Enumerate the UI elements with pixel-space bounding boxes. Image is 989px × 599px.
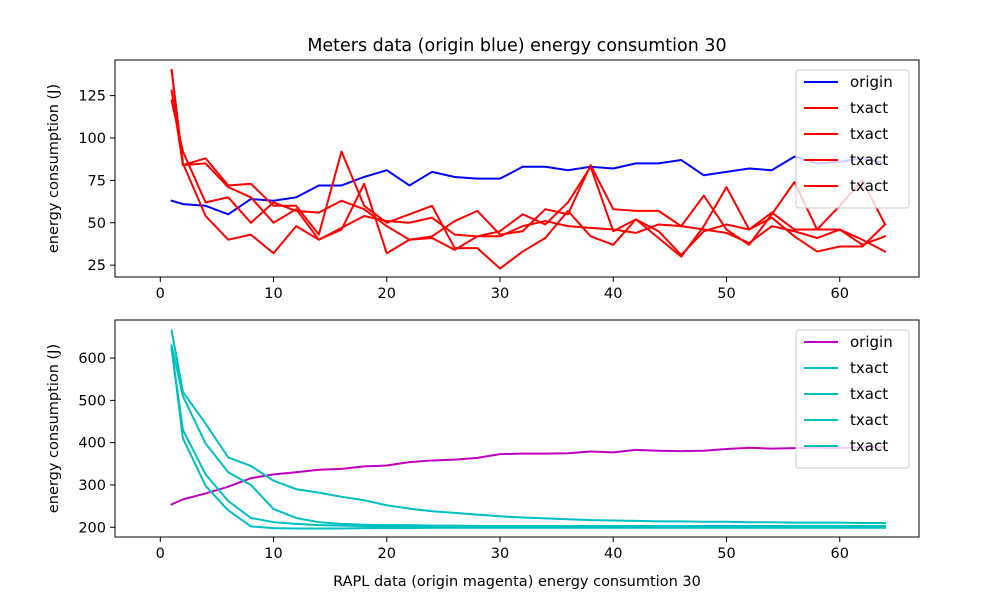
x-tick-label: 0 bbox=[156, 546, 165, 562]
x-tick-label: 40 bbox=[604, 546, 622, 562]
x-axis-label: RAPL data (origin magenta) energy consum… bbox=[333, 574, 701, 590]
x-tick-label: 10 bbox=[264, 546, 282, 562]
legend-label: txact bbox=[850, 125, 888, 143]
axes-frame bbox=[114, 319, 920, 538]
y-axis-label: energy consumption (J) bbox=[46, 84, 62, 253]
legend: origin txact txact txact txact bbox=[795, 329, 910, 469]
legend-label: txact bbox=[850, 99, 888, 117]
legend-label: txact bbox=[850, 437, 888, 455]
y-axis-label: energy consumption (J) bbox=[46, 344, 62, 513]
x-tick-label: 10 bbox=[264, 286, 282, 302]
chart-title: Meters data (origin blue) energy consumt… bbox=[307, 36, 726, 56]
legend: origin txact txact txact txact bbox=[795, 69, 910, 209]
series-line-txact-1 bbox=[170, 69, 887, 255]
legend-box bbox=[795, 329, 910, 469]
series-line-origin-0 bbox=[170, 445, 887, 506]
legend-label: txact bbox=[850, 385, 888, 403]
legend-label: txact bbox=[850, 151, 888, 169]
x-tick-label: 50 bbox=[717, 286, 735, 302]
x-tick-label: 20 bbox=[378, 546, 396, 562]
y-tick-label: 200 bbox=[78, 520, 106, 536]
series-line-origin-0 bbox=[170, 155, 887, 216]
x-tick-label: 30 bbox=[491, 546, 509, 562]
series-line-txact-4 bbox=[170, 69, 887, 253]
legend-box bbox=[795, 69, 910, 209]
legend-label: origin bbox=[850, 333, 893, 351]
axes-frame bbox=[114, 59, 920, 278]
legend-label: txact bbox=[850, 411, 888, 429]
y-tick-label: 50 bbox=[88, 216, 106, 232]
plot-area bbox=[170, 69, 887, 270]
x-tick-label: 50 bbox=[717, 546, 735, 562]
y-tick-label: 600 bbox=[78, 351, 106, 367]
y-tick-label: 125 bbox=[78, 89, 106, 105]
y-tick-label: 400 bbox=[78, 436, 106, 452]
x-tick-label: 60 bbox=[831, 286, 849, 302]
x-tick-label: 20 bbox=[378, 286, 396, 302]
bottom-chart: 0 10 20 30 40 50 60 200 300 400 500 600 energy consu… bbox=[46, 319, 920, 590]
x-tick-label: 40 bbox=[604, 286, 622, 302]
x-tick-label: 60 bbox=[831, 546, 849, 562]
plot-area bbox=[170, 329, 887, 530]
y-tick-label: 100 bbox=[78, 131, 106, 147]
y-tick-label: 75 bbox=[88, 173, 106, 189]
legend-label: txact bbox=[850, 177, 888, 195]
top-chart: 0 10 20 30 40 50 60 25 50 75 100 125 energy consumpt… bbox=[46, 36, 920, 302]
series-line-txact-1 bbox=[170, 329, 887, 525]
legend-label: txact bbox=[850, 359, 888, 377]
y-tick-label: 500 bbox=[78, 393, 106, 409]
x-tick-label: 30 bbox=[491, 286, 509, 302]
y-tick-label: 25 bbox=[88, 258, 106, 274]
x-tick-label: 0 bbox=[156, 286, 165, 302]
series-line-txact-4 bbox=[170, 346, 887, 530]
legend-label: origin bbox=[850, 73, 893, 91]
series-line-txact-3 bbox=[170, 99, 887, 256]
y-tick-label: 300 bbox=[78, 478, 106, 494]
